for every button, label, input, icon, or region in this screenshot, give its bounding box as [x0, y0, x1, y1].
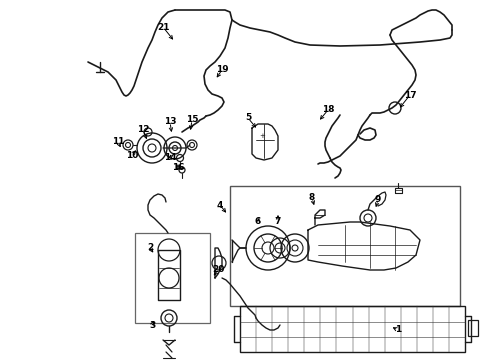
Text: 17: 17 — [404, 90, 416, 99]
Text: 3: 3 — [149, 320, 155, 329]
Text: +: + — [259, 133, 265, 139]
Text: 18: 18 — [322, 105, 334, 114]
Text: 4: 4 — [217, 201, 223, 210]
Text: 6: 6 — [255, 217, 261, 226]
Text: 7: 7 — [275, 217, 281, 226]
Text: 12: 12 — [137, 126, 149, 135]
Text: 13: 13 — [164, 117, 176, 126]
Text: 10: 10 — [126, 150, 138, 159]
Text: 9: 9 — [375, 195, 381, 204]
Text: 16: 16 — [172, 163, 184, 172]
Bar — [240, 306, 465, 352]
Text: 5: 5 — [245, 113, 251, 122]
Bar — [230, 186, 460, 306]
Text: 15: 15 — [186, 116, 198, 125]
Text: 8: 8 — [309, 194, 315, 202]
Text: 21: 21 — [157, 22, 169, 31]
Text: 11: 11 — [112, 138, 124, 147]
Text: 20: 20 — [212, 266, 224, 274]
Text: 1: 1 — [395, 325, 401, 334]
Text: 2: 2 — [147, 243, 153, 252]
Text: 19: 19 — [216, 66, 228, 75]
Text: 14: 14 — [164, 153, 176, 162]
Bar — [468, 320, 478, 336]
Bar — [135, 233, 210, 323]
